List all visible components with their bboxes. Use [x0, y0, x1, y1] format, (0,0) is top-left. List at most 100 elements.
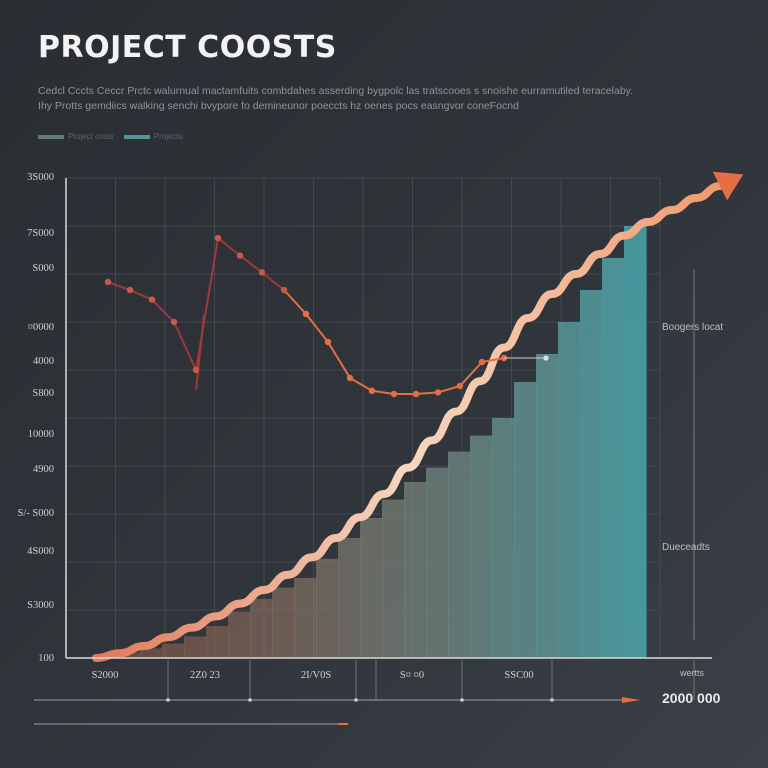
trend-arrow-head: [712, 171, 744, 201]
line-point: [258, 269, 266, 276]
bar: [448, 451, 471, 658]
line-point: [126, 286, 134, 294]
chart-title: PROJECT COOSTS: [38, 30, 337, 65]
y-tick-label: S800: [32, 388, 54, 399]
bar-group: [74, 226, 647, 658]
x-tick-label: S¤ ¤0: [400, 670, 424, 681]
chart-subtitle: Cedcl Cccts Ceccr Prctc walurnual mactam…: [38, 85, 634, 112]
legend: Project costs Projects: [38, 132, 183, 141]
y-tick-label: ¤0000: [28, 322, 54, 333]
side-label-upper: Boogers locat: [662, 322, 724, 333]
line-point: [478, 358, 486, 366]
y-tick-label: 3S000: [27, 172, 54, 183]
trend-curve: [92, 182, 724, 662]
line-point: [412, 390, 420, 398]
line-series-group: [104, 234, 549, 398]
bar: [536, 354, 559, 658]
line-segment: [349, 377, 373, 392]
line-point: [192, 366, 200, 374]
bar: [470, 435, 493, 658]
bottom-tick-dot: [354, 698, 358, 702]
legend-label: Project costs: [68, 132, 114, 141]
y-tick-label: 100: [38, 653, 54, 664]
bottom-rules: [34, 270, 695, 725]
bottom-tick-dot: [460, 698, 464, 702]
legend-swatch: [123, 134, 150, 139]
line-segment: [371, 389, 395, 395]
bar: [140, 648, 163, 658]
legend-label: Projects: [153, 132, 183, 141]
legend-swatch: [38, 134, 64, 139]
bar: [250, 598, 273, 658]
line-segment: [129, 289, 153, 301]
x-tick-label: 2I/V0S: [301, 670, 331, 681]
line-point: [456, 382, 464, 390]
x-unit-label: wertts: [680, 668, 705, 678]
axes: [65, 178, 712, 659]
bar: [360, 518, 383, 658]
bar: [228, 611, 251, 658]
line-segment: [173, 321, 197, 371]
bar: [206, 626, 229, 658]
bar: [294, 578, 317, 658]
bar: [338, 538, 361, 658]
line-point: [236, 252, 244, 259]
line-segment: [239, 254, 263, 274]
bar: [162, 643, 185, 658]
line-point: [170, 318, 178, 326]
bar: [404, 482, 427, 658]
total-value-label: 2000 000: [662, 690, 721, 706]
y-tick-label: S/- S000: [18, 508, 54, 519]
line-point: [302, 310, 310, 318]
bar: [624, 226, 647, 658]
line-point: [104, 278, 112, 286]
bar: [558, 322, 581, 658]
line-segment: [481, 357, 505, 363]
bar: [382, 499, 405, 658]
x-tick-label: S2000: [92, 670, 119, 681]
bottom-rule-arrow: [622, 697, 640, 703]
bottom-tick-dot: [550, 698, 554, 702]
bar: [602, 258, 625, 658]
legend-item-project-costs: Project costs: [38, 132, 114, 141]
line-segment: [217, 237, 241, 257]
y-tick-label: S000: [32, 263, 54, 274]
bar: [426, 467, 449, 658]
line-segment: [107, 281, 131, 291]
legend-item-projects: Projects: [123, 132, 183, 141]
bar: [514, 382, 537, 658]
bar: [316, 558, 339, 658]
x-tick-label: SSC00: [504, 670, 533, 681]
line-point: [148, 296, 156, 303]
y-tick-label: 4900: [33, 464, 54, 475]
line-point: [390, 390, 398, 398]
line-segment: [327, 341, 351, 379]
line-segment: [415, 391, 439, 395]
line-point: [368, 387, 376, 394]
y-tick-label: 7S000: [27, 228, 54, 239]
bottom-tick-dot: [166, 698, 170, 702]
line-segment: [151, 298, 175, 323]
line-segment: [459, 361, 483, 387]
line-point: [346, 374, 354, 382]
tick-labels: 3S000 7S000 S000 ¤0000 4000 S800 10000 4900 S/- …: [18, 172, 534, 681]
line-segment: [283, 289, 307, 315]
bar: [184, 636, 207, 658]
y-tick-label: 10000: [28, 429, 54, 440]
y-tick-label: 4000: [33, 356, 54, 367]
line-segment: [305, 313, 329, 343]
line-segment: [437, 385, 461, 394]
y-tick-label: 4S000: [27, 546, 54, 557]
line-segment: [261, 271, 285, 291]
line-point: [280, 286, 288, 294]
trend-curve-group: [92, 171, 744, 662]
bottom-tick-dot: [248, 698, 252, 702]
bar: [272, 587, 295, 658]
line-tail-dot: [543, 355, 549, 361]
y-tick-label: S3000: [27, 600, 54, 611]
bar: [580, 290, 603, 658]
side-label-lower: Dueceadts: [662, 542, 710, 553]
line-point: [214, 234, 222, 242]
bar: [492, 418, 515, 658]
